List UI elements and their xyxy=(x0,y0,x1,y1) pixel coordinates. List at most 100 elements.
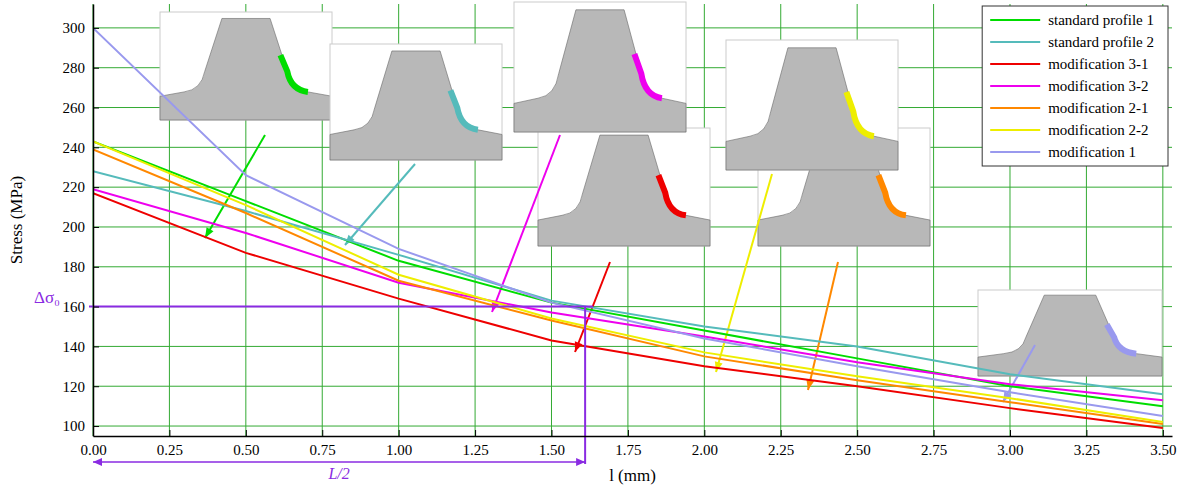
inset-fillet xyxy=(1107,324,1136,353)
legend-label: modification 2-1 xyxy=(1048,100,1148,116)
tick-label: 160 xyxy=(63,299,86,315)
tick-mark xyxy=(93,307,99,308)
tick-mark xyxy=(781,430,782,436)
inset xyxy=(330,44,502,245)
tick-mark xyxy=(93,68,99,69)
legend-label: modification 1 xyxy=(1048,144,1136,160)
grid xyxy=(93,4,1172,436)
tick-mark xyxy=(93,386,99,387)
tick-label: 2.00 xyxy=(692,442,718,458)
inset-tooth xyxy=(978,295,1162,376)
tick: 120 xyxy=(63,379,100,395)
tick: 0.00 xyxy=(80,430,106,458)
tick-label: 2.50 xyxy=(845,442,871,458)
tick: 1.75 xyxy=(615,430,641,458)
tick: 280 xyxy=(63,60,100,76)
tick-label: 240 xyxy=(63,140,86,156)
reference-line xyxy=(584,307,586,464)
tick: 0.50 xyxy=(233,430,259,458)
tick-label: 0.25 xyxy=(157,442,183,458)
tick: 140 xyxy=(63,339,100,355)
tick: 1.00 xyxy=(386,430,412,458)
inset-tooth xyxy=(514,10,686,132)
inset-arrow xyxy=(345,164,415,245)
tick: 2.00 xyxy=(692,430,718,458)
tick: 0.25 xyxy=(157,430,183,458)
tick-mark xyxy=(93,267,99,268)
tick-mark xyxy=(1010,430,1011,436)
y-axis-title: Stress (MPa) xyxy=(7,176,26,264)
inset-arrow-head xyxy=(715,361,723,372)
tick: 3.25 xyxy=(1074,430,1100,458)
tick-label: 3.50 xyxy=(1150,442,1176,458)
tick-label: 0.75 xyxy=(310,442,336,458)
tick: 2.75 xyxy=(921,430,947,458)
inset-frame xyxy=(538,128,710,246)
legend-label: modification 3-2 xyxy=(1048,78,1148,94)
legend-swatch xyxy=(990,107,1040,109)
tick-mark xyxy=(475,430,476,436)
tick-label: 2.25 xyxy=(768,442,794,458)
tick-label: 220 xyxy=(63,179,86,195)
inset-fillet xyxy=(450,90,478,129)
tick-mark xyxy=(93,227,99,228)
tick-mark xyxy=(93,346,99,347)
tick-mark xyxy=(93,147,99,148)
legend: standard profile 1standard profile 2modi… xyxy=(982,6,1168,166)
tick-label: 0.00 xyxy=(80,442,106,458)
tick: 300 xyxy=(63,20,100,36)
tick: 180 xyxy=(63,259,100,275)
inset-frame xyxy=(726,40,898,170)
arrow-head xyxy=(576,458,585,466)
inset-frame xyxy=(514,2,686,132)
tick-mark xyxy=(93,426,99,427)
tick-mark xyxy=(93,187,99,188)
inset-tooth xyxy=(330,51,502,160)
y-axis: 100120140160180200220240260280300 xyxy=(63,5,100,437)
legend-swatch xyxy=(990,85,1040,87)
grid-line xyxy=(93,4,94,436)
dimension-arrow xyxy=(93,461,585,463)
series-line xyxy=(93,149,1163,424)
tick: 2.50 xyxy=(845,430,871,458)
legend-swatch xyxy=(990,41,1040,43)
tick: 2.25 xyxy=(768,430,794,458)
tick: 200 xyxy=(63,219,100,235)
tick: 1.50 xyxy=(539,430,565,458)
tick-label: 120 xyxy=(63,379,86,395)
tick-mark xyxy=(322,430,323,436)
legend-swatch xyxy=(990,151,1040,153)
chart: 1001201401601802002202402602803000.000.2… xyxy=(0,0,1184,486)
inset-arrow-head xyxy=(575,341,582,352)
inset-tooth xyxy=(538,135,710,246)
tick-label: 0.50 xyxy=(233,442,259,458)
tick-mark xyxy=(246,430,247,436)
tick: 0.75 xyxy=(310,430,336,458)
legend-label: modification 2-2 xyxy=(1048,122,1148,138)
inset xyxy=(715,40,898,372)
tick: 220 xyxy=(63,179,100,195)
x-axis: 0.00 0.25 0.50 0.75 1.00 1.25 1.50 1.75 2.00 2.25… xyxy=(80,430,1176,458)
tick-label: 1.25 xyxy=(462,442,488,458)
tick: 1.25 xyxy=(462,430,488,458)
tick-mark xyxy=(628,430,629,436)
tick-label: 280 xyxy=(63,60,86,76)
legend-swatch xyxy=(990,129,1040,131)
inset-fillet xyxy=(634,54,662,98)
series-line xyxy=(93,28,1163,416)
tick-label: 200 xyxy=(63,219,86,235)
inset-tooth xyxy=(726,48,898,170)
inset-tooth xyxy=(160,18,332,120)
inset-fillet xyxy=(878,175,906,215)
legend-frame xyxy=(982,6,1168,166)
inset-fillet xyxy=(846,92,874,136)
tick-mark xyxy=(93,108,99,109)
tick-label: 3.00 xyxy=(997,442,1023,458)
inset-fillet xyxy=(658,175,686,215)
inset-fillet xyxy=(280,55,308,92)
legend-swatch xyxy=(990,19,1040,21)
tick: 3.50 xyxy=(1150,430,1176,458)
axis-line xyxy=(93,5,95,437)
series-line xyxy=(93,141,1163,406)
legend-label: standard profile 2 xyxy=(1048,34,1154,50)
